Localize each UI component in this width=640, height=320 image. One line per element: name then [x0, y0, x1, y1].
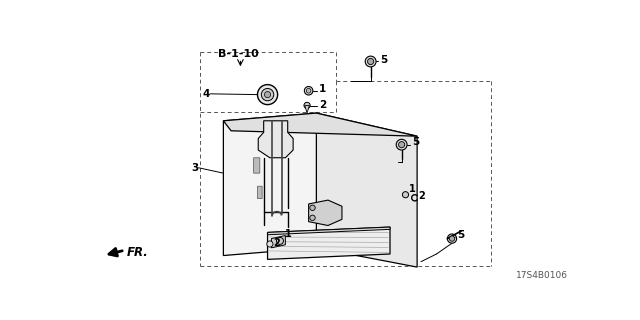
Circle shape: [267, 241, 273, 247]
Text: 1: 1: [410, 184, 416, 194]
Text: 5: 5: [412, 137, 419, 147]
Text: 4: 4: [202, 89, 210, 99]
Text: 2: 2: [419, 190, 426, 201]
Circle shape: [449, 236, 454, 241]
Text: 17S4B0106: 17S4B0106: [516, 271, 568, 280]
Text: FR.: FR.: [127, 246, 148, 259]
Text: B-1-10: B-1-10: [218, 49, 259, 59]
Polygon shape: [268, 227, 390, 235]
FancyBboxPatch shape: [253, 158, 260, 173]
Polygon shape: [271, 236, 285, 248]
Text: 5: 5: [380, 55, 387, 65]
Circle shape: [304, 102, 310, 108]
FancyBboxPatch shape: [257, 186, 262, 198]
Circle shape: [399, 141, 404, 148]
Circle shape: [367, 59, 374, 65]
Text: 3: 3: [191, 163, 198, 173]
Polygon shape: [305, 105, 309, 113]
Text: 2: 2: [274, 238, 280, 248]
Circle shape: [307, 88, 311, 93]
Text: 5: 5: [458, 230, 465, 240]
Circle shape: [396, 139, 407, 150]
Circle shape: [447, 234, 457, 243]
Circle shape: [257, 84, 278, 105]
Circle shape: [310, 205, 316, 211]
Polygon shape: [223, 113, 417, 136]
Circle shape: [365, 56, 376, 67]
Text: 1: 1: [319, 84, 326, 94]
Polygon shape: [259, 121, 293, 158]
Polygon shape: [268, 227, 390, 260]
Circle shape: [276, 237, 284, 244]
Circle shape: [264, 92, 271, 98]
Circle shape: [403, 192, 408, 198]
Text: 2: 2: [319, 100, 326, 110]
Polygon shape: [223, 113, 316, 256]
Text: 1: 1: [285, 229, 291, 239]
Circle shape: [305, 86, 313, 95]
Circle shape: [261, 88, 274, 101]
Polygon shape: [316, 113, 417, 267]
Circle shape: [310, 215, 316, 220]
Polygon shape: [308, 200, 342, 226]
